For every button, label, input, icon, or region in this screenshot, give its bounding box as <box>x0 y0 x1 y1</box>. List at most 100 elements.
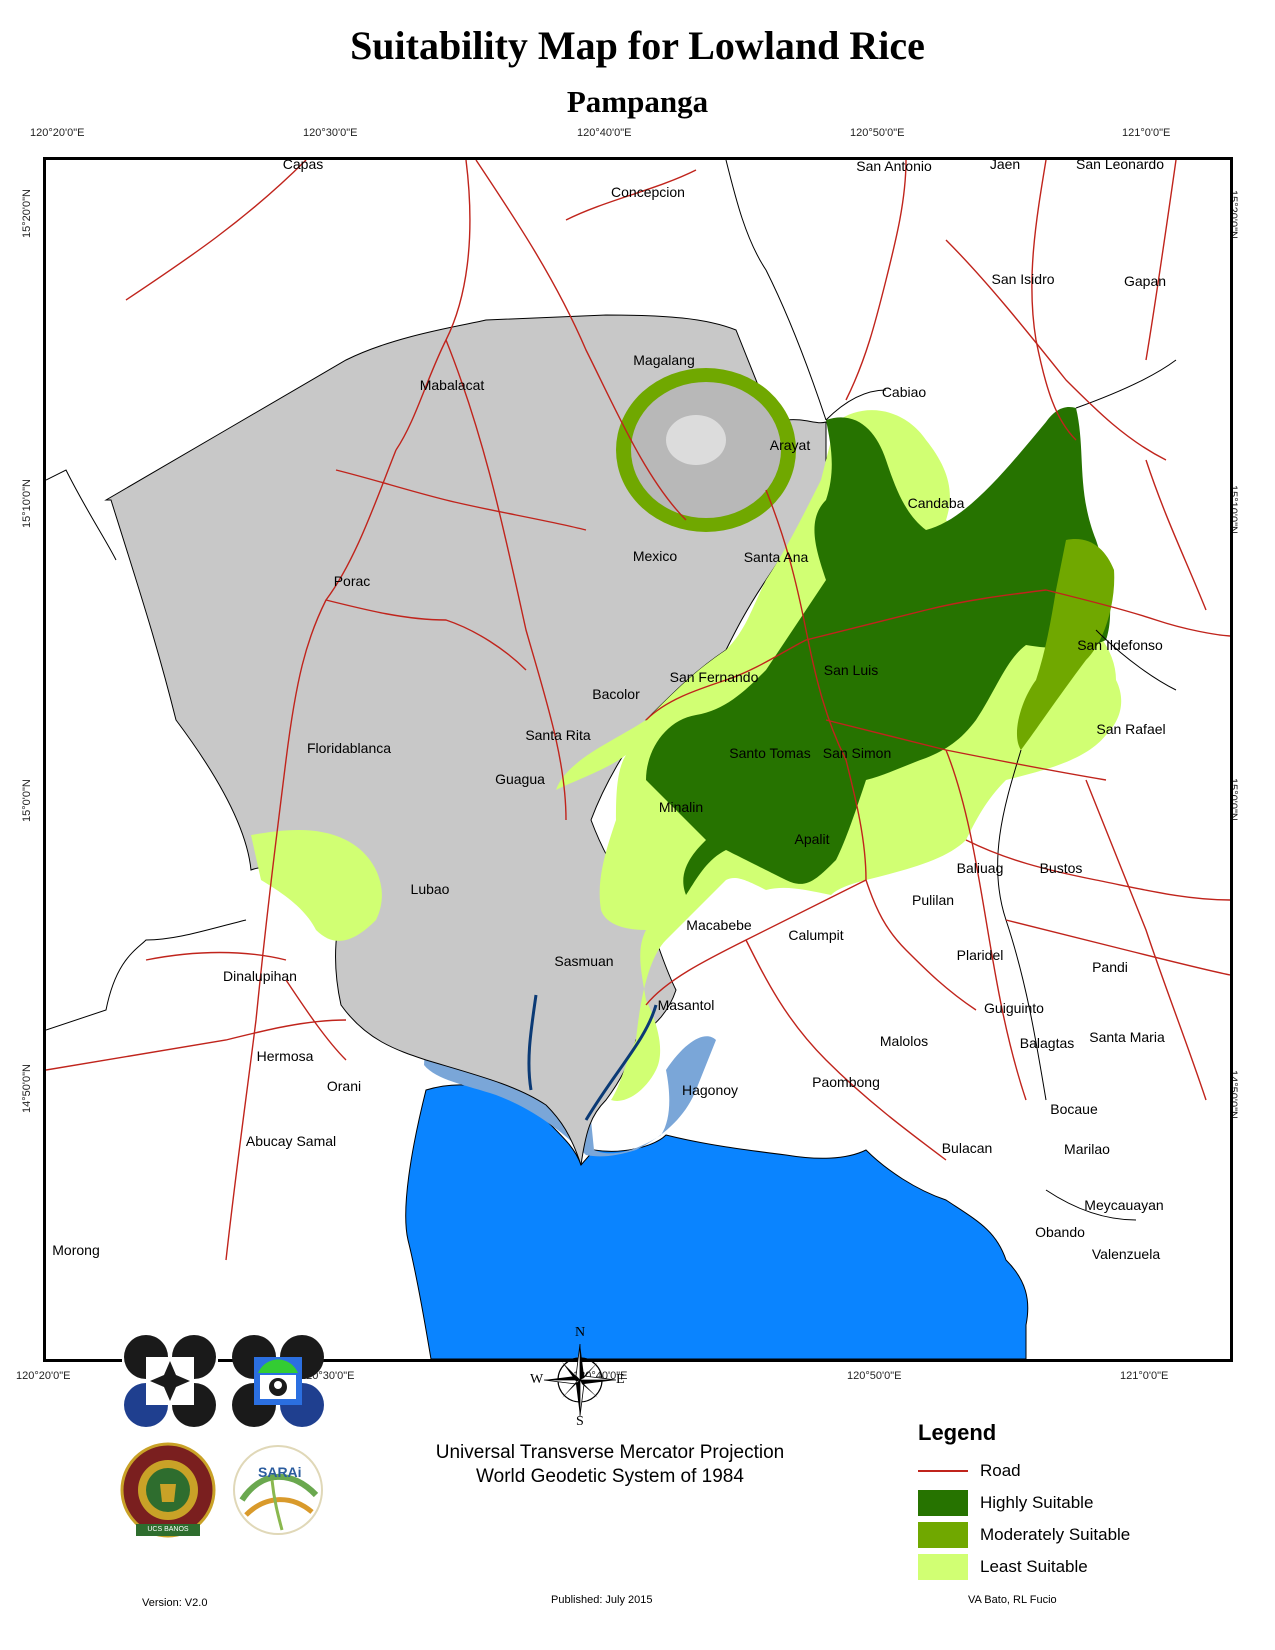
place-label: San Leonardo <box>1076 156 1164 172</box>
map-title: Suitability Map for Lowland Rice <box>350 23 925 68</box>
coord-top-5: 121°0'0"E <box>1122 127 1171 139</box>
zone-least-suitable-lubao <box>251 830 382 941</box>
place-label: Magalang <box>633 352 695 368</box>
place-label: Santo Tomas <box>729 745 811 761</box>
place-label: Minalin <box>658 799 704 815</box>
place-label: Pandi <box>1092 959 1128 975</box>
place-label: Balagtas <box>1019 1035 1075 1051</box>
place-label: Orani <box>326 1078 362 1094</box>
place-label: Marilao <box>1064 1141 1110 1157</box>
place-label: San Ildefonso <box>1077 637 1163 653</box>
place-label: Morong <box>52 1242 100 1258</box>
coord-top-1: 120°20'0"E <box>30 127 85 139</box>
legend-label: Least Suitable <box>980 1557 1088 1576</box>
coord-left-1: 15°20'0"N <box>21 189 33 238</box>
place-label: San Simon <box>822 745 892 761</box>
coord-bottom-1: 120°20'0"E <box>16 1370 71 1382</box>
north-arrow-icon <box>540 1340 620 1420</box>
place-label: Jaen <box>989 156 1021 172</box>
mt-arayat-peak <box>666 415 726 465</box>
place-label: Apalit <box>794 831 830 847</box>
place-label: Mexico <box>632 548 678 564</box>
projection-line-1: Universal Transverse Mercator Projection <box>435 1442 785 1463</box>
place-label: Hagonoy <box>681 1082 739 1098</box>
compass-e: E <box>616 1372 625 1387</box>
authors-label: VA Bato, RL Fucio <box>968 1594 1057 1606</box>
place-label: Santa Maria <box>1089 1029 1165 1045</box>
place-label: Meycauayan <box>1084 1197 1164 1213</box>
coord-bottom-4: 120°50'0"E <box>847 1370 902 1382</box>
place-label: Hermosa <box>256 1048 314 1064</box>
river <box>584 1004 658 1121</box>
place-label: Lubao <box>410 881 450 897</box>
place-label: Obando <box>1035 1224 1085 1240</box>
place-label: Masantol <box>657 997 715 1013</box>
place-label: Capas <box>282 156 324 172</box>
compass-n: N <box>575 1325 586 1340</box>
place-label: Bustos <box>1039 860 1083 876</box>
sarai-logo: SARAi <box>232 1440 324 1540</box>
road-symbol-icon <box>918 1458 968 1484</box>
legend-swatch <box>918 1522 968 1548</box>
pcaarrd-logo <box>230 1333 326 1429</box>
place-label: Valenzuela <box>1091 1246 1161 1262</box>
compass-s: S <box>576 1414 584 1429</box>
place-label: Sasmuan <box>554 953 614 969</box>
place-label: Floridablanca <box>306 740 392 756</box>
coord-bottom-5: 121°0'0"E <box>1120 1370 1169 1382</box>
zone-moderately-suitable <box>1016 539 1115 750</box>
place-label: Bocaue <box>1050 1101 1098 1117</box>
river <box>527 994 538 1091</box>
projection-line-2: World Geodetic System of 1984 <box>476 1466 744 1487</box>
place-label: San Luis <box>823 662 879 678</box>
place-label: Concepcion <box>611 184 685 200</box>
place-label: Cabiao <box>881 384 927 400</box>
place-label: Candaba <box>907 495 965 511</box>
coord-top-2: 120°30'0"E <box>303 127 358 139</box>
place-label: Macabebe <box>686 917 752 933</box>
coord-left-4: 14°50'0"N <box>21 1064 33 1113</box>
place-label: Santa Ana <box>743 549 809 565</box>
place-label: Paombong <box>812 1074 880 1090</box>
published-label: Published: July 2015 <box>551 1594 653 1606</box>
zone-highly-suitable <box>646 406 1111 895</box>
legend-title: Legend <box>918 1420 997 1445</box>
place-label: Baliuag <box>956 860 1004 876</box>
place-label: Bulacan <box>941 1140 993 1156</box>
place-label: Arayat <box>769 437 811 453</box>
legend-swatch <box>918 1490 968 1516</box>
place-label: Abucay Samal <box>245 1133 337 1149</box>
place-label: Malolos <box>879 1033 929 1049</box>
coord-top-4: 120°50'0"E <box>850 127 905 139</box>
map-subtitle: Pampanga <box>566 84 709 119</box>
place-label: Calumpit <box>788 927 844 943</box>
place-label: Plaridel <box>956 947 1004 963</box>
manila-bay <box>405 1084 1029 1359</box>
compass-w: W <box>530 1372 544 1387</box>
place-label: Dinalupihan <box>223 968 297 984</box>
dost-logo <box>122 1333 218 1429</box>
version-label: Version: V2.0 <box>142 1597 208 1609</box>
legend-label: Highly Suitable <box>980 1493 1094 1512</box>
legend-swatch <box>918 1554 968 1580</box>
place-label: Mabalacat <box>419 377 485 393</box>
place-label: Guagua <box>495 771 545 787</box>
place-label: San Rafael <box>1096 721 1166 737</box>
legend-label: Moderately Suitable <box>980 1525 1131 1544</box>
coord-left-2: 15°10'0"N <box>21 479 33 528</box>
map-canvas[interactable] <box>46 160 1230 1359</box>
place-label: Bacolor <box>592 686 640 702</box>
place-label: San Isidro <box>991 271 1055 287</box>
place-label: Guiguinto <box>984 1000 1044 1016</box>
coord-top-3: 120°40'0"E <box>577 127 632 139</box>
place-label: Pulilan <box>911 892 955 908</box>
legend-label: Road <box>980 1461 1021 1480</box>
place-label: Porac <box>333 573 371 589</box>
place-label: San Fernando <box>669 669 759 685</box>
coord-left-3: 15°0'0"N <box>21 779 33 822</box>
place-label: San Antonio <box>856 158 932 174</box>
place-label: Gapan <box>1123 273 1167 289</box>
up-seal-logo: UCS BANOS <box>118 1440 218 1540</box>
map-frame[interactable] <box>43 157 1233 1362</box>
place-label: Santa Rita <box>525 727 591 743</box>
